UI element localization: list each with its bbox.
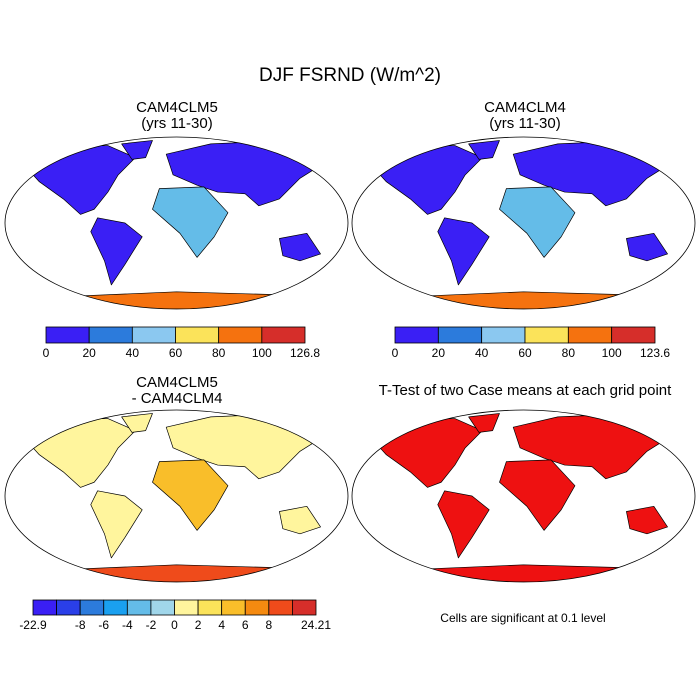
land (21, 418, 136, 488)
map-outline (4, 136, 349, 310)
land (21, 564, 332, 582)
panel-title: CAM4CLM4 (484, 99, 566, 116)
map (368, 140, 679, 309)
panel-title: CAM4CLM5 (136, 99, 218, 116)
colorbar-label: 100 (252, 346, 272, 360)
colorbar-label: 60 (518, 346, 532, 360)
colorbar-label: 40 (126, 346, 140, 360)
colorbar-box (218, 326, 263, 344)
land (499, 459, 576, 531)
map-outline (351, 136, 696, 310)
colorbar-box (481, 326, 526, 344)
colorbar-label: 40 (475, 346, 489, 360)
land (279, 505, 321, 535)
colorbar-box (45, 326, 90, 344)
map (21, 140, 332, 309)
colorbar-box (88, 326, 133, 344)
colorbar-label: 123.6 (640, 346, 670, 360)
land (121, 413, 153, 433)
colorbar-label: -6 (98, 618, 109, 632)
land (90, 217, 143, 286)
colorbar-label: 20 (82, 346, 96, 360)
colorbar-box (261, 326, 306, 344)
colorbar-label: -22.9 (19, 618, 47, 632)
colorbar-box (437, 326, 483, 344)
colorbar-label: 24.21 (301, 618, 331, 632)
colorbar-label: -8 (75, 618, 86, 632)
map-outline (351, 409, 696, 583)
land (468, 140, 500, 160)
land (152, 186, 229, 258)
colorbar-label: 0 (392, 346, 399, 360)
colorbar-box (175, 326, 220, 344)
land (121, 140, 153, 160)
colorbar-box (394, 326, 439, 344)
colorbar-label: 6 (242, 618, 249, 632)
colorbar-box (103, 599, 128, 616)
land (368, 418, 483, 488)
land (626, 505, 668, 535)
colorbar-label: -2 (146, 618, 157, 632)
colorbar-label: 80 (212, 346, 226, 360)
colorbar-box (292, 599, 317, 616)
colorbar-label: 2 (195, 618, 202, 632)
colorbar-box (131, 326, 176, 344)
colorbar-box (79, 599, 105, 616)
land (90, 490, 143, 559)
colorbar-box (150, 599, 175, 616)
land (21, 145, 136, 215)
panel-subtitle: - CAM4CLM4 (132, 390, 223, 407)
land (368, 564, 679, 582)
land (368, 291, 679, 309)
colorbar-label: 4 (218, 618, 225, 632)
colorbar-box (174, 599, 199, 616)
colorbar-box (221, 599, 246, 616)
land (21, 291, 332, 309)
colorbar-label: 20 (432, 346, 446, 360)
colorbar-box (126, 599, 152, 616)
land (499, 186, 576, 258)
colorbar-label: 0 (43, 346, 50, 360)
land (468, 413, 500, 433)
map (21, 413, 332, 582)
figure-title: DJF FSRND (W/m^2) (259, 65, 441, 86)
land (437, 217, 490, 286)
land (368, 145, 483, 215)
colorbar-box (197, 599, 223, 616)
colorbar-box (611, 326, 656, 344)
panel-title: CAM4CLM5 (136, 374, 218, 391)
panel-subtitle: (yrs 11-30) (489, 115, 560, 132)
colorbar-label: 0 (171, 618, 178, 632)
panel-subtitle: (yrs 11-30) (141, 115, 212, 132)
colorbar-label: 80 (562, 346, 576, 360)
land (279, 232, 321, 262)
land (437, 490, 490, 559)
colorbar-label: 8 (265, 618, 272, 632)
colorbar-box (32, 599, 57, 616)
map (368, 413, 679, 582)
colorbar-label: 60 (169, 346, 183, 360)
colorbar-box (56, 599, 81, 616)
colorbar-box (244, 599, 270, 616)
panel-note: Cells are significant at 0.1 level (440, 611, 605, 625)
land (626, 232, 668, 262)
colorbar-label: 126.8 (290, 346, 320, 360)
colorbar-label: 100 (602, 346, 622, 360)
map-outline (4, 409, 349, 583)
colorbar-label: -4 (122, 618, 133, 632)
colorbar-box (524, 326, 569, 344)
colorbar-box (268, 599, 293, 616)
colorbar-box (567, 326, 613, 344)
land (152, 459, 229, 531)
panel-title: T-Test of two Case means at each grid po… (379, 382, 672, 399)
